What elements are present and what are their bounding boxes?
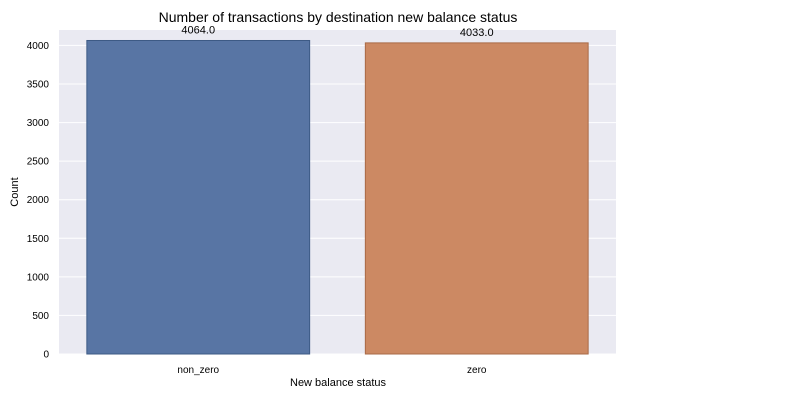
y-tick-label: 2000 <box>27 195 50 206</box>
data-label: 4033.0 <box>460 27 494 39</box>
y-tick-label: 500 <box>32 311 49 322</box>
y-tick-label: 2500 <box>27 157 50 168</box>
x-axis-label: New balance status <box>290 377 386 389</box>
data-labels: 4064.0 4033.0 <box>181 24 493 38</box>
y-tick-label: 1000 <box>27 272 50 283</box>
y-tick-label: 3000 <box>27 118 50 129</box>
y-tick-label: 3500 <box>27 80 50 91</box>
x-axis-ticks: non_zero zero <box>177 365 487 376</box>
x-tick-label: non_zero <box>177 365 219 376</box>
y-tick-label: 4000 <box>27 41 50 52</box>
bars <box>86 39 589 355</box>
y-tick-label: 0 <box>43 350 49 361</box>
bar-zero <box>364 42 589 355</box>
bar-non-zero <box>86 39 311 355</box>
y-axis-label: Count <box>9 177 21 206</box>
y-tick-label: 1500 <box>27 234 50 245</box>
x-tick-label: zero <box>467 365 487 376</box>
chart-title: Number of transactions by destination ne… <box>159 9 518 25</box>
data-label: 4064.0 <box>181 24 215 36</box>
y-axis-ticks: 0 500 1000 1500 2000 2500 3000 3500 4000 <box>27 41 50 361</box>
